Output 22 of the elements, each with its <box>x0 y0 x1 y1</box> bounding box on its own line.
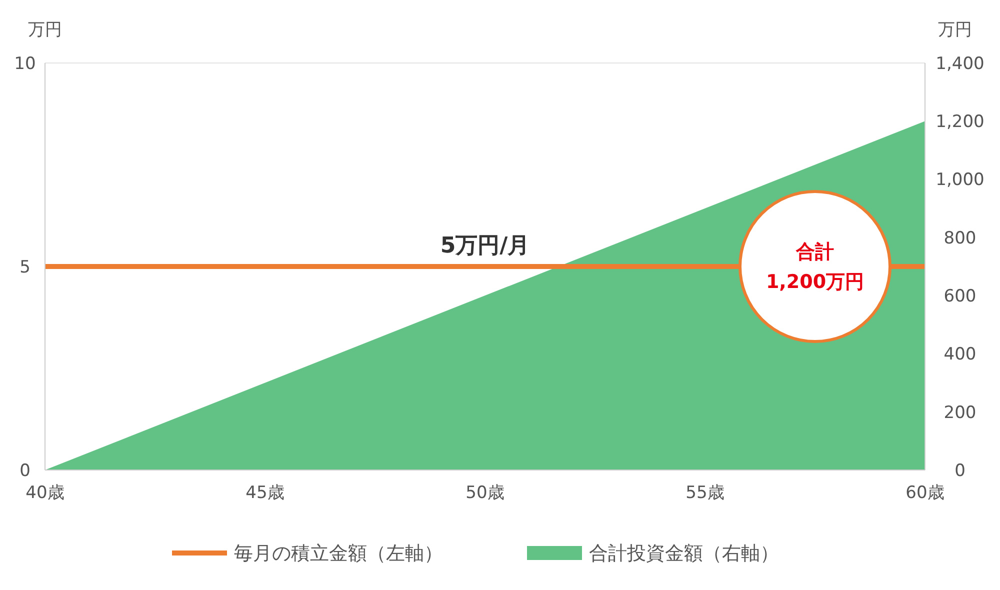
legend-label: 毎月の積立金額（左軸） <box>234 542 443 565</box>
y-axis-title: 万円 <box>28 20 62 40</box>
y2-tick-label: 0 <box>954 460 966 481</box>
x-tick-label: 45歳 <box>246 483 284 503</box>
annotation: 5万円/月 <box>440 234 530 258</box>
x-tick-label: 55歳 <box>686 483 724 503</box>
y-tick-label: 0 <box>20 460 30 481</box>
y2-tick-label: 200 <box>944 402 976 423</box>
y2-axis-title: 万円 <box>938 20 972 40</box>
legend-label: 合計投資金額（右軸） <box>589 542 779 565</box>
y2-tick-label: 1,400 <box>936 54 984 74</box>
y-tick-label: 10 <box>14 54 36 74</box>
x-tick-label: 40歳 <box>26 483 64 503</box>
annotation: 合計 1,200万円 <box>766 241 864 294</box>
y2-tick-label: 600 <box>944 286 976 307</box>
y2-tick-label: 400 <box>944 344 976 365</box>
y-tick-label: 5 <box>20 257 30 278</box>
y2-tick-label: 1,200 <box>936 112 984 132</box>
y2-tick-label: 1,000 <box>936 170 984 190</box>
y2-tick-label: 800 <box>944 228 976 248</box>
x-tick-label: 50歳 <box>466 483 504 503</box>
x-tick-label: 60歳 <box>906 483 944 503</box>
